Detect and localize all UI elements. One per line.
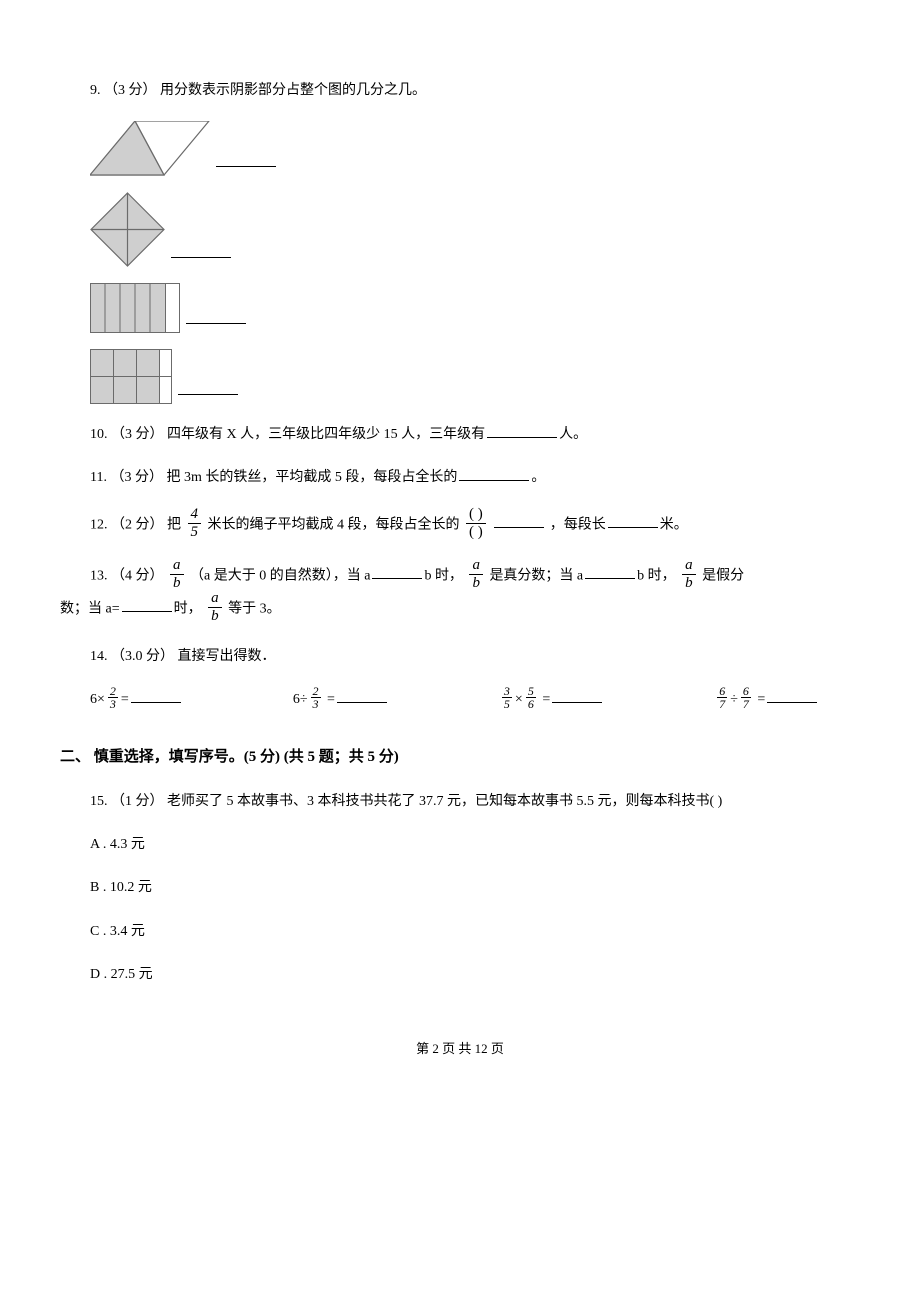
q13-blank-1[interactable] xyxy=(372,565,422,579)
section2-heading: 二、 慎重选择，填写序号。(5 分) (共 5 题；共 5 分) xyxy=(60,744,860,771)
q15-stem: 15. （1 分） 老师买了 5 本故事书、3 本科技书共花了 37.7 元，已… xyxy=(90,789,860,814)
q13-stem-a: 13. （4 分） xyxy=(90,568,167,583)
q14-item-2: 6÷23 = xyxy=(293,687,389,712)
q13-frac-3: ab xyxy=(682,558,696,591)
q12-frac-paren xyxy=(466,507,486,540)
q13-frac-1: ab xyxy=(170,558,184,591)
q11-stem-a: 11. （3 分） 把 3m 长的铁丝，平均截成 5 段，每段占全长的 xyxy=(90,470,457,485)
parallelogram-icon xyxy=(90,121,210,176)
q11-stem-b: 。 xyxy=(531,470,545,485)
q13-stem-c: b 时， xyxy=(424,568,463,583)
q9-blank-3[interactable] xyxy=(186,310,246,324)
q15-option-a[interactable]: A . 4.3 元 xyxy=(90,832,860,857)
q12-stem-b: 米长的绳子平均截成 4 段，每段占全长的 xyxy=(208,517,464,532)
q15-option-d[interactable]: D . 27.5 元 xyxy=(90,962,860,987)
q13-stem-i: 等于 3。 xyxy=(228,601,281,616)
q11: 11. （3 分） 把 3m 长的铁丝，平均截成 5 段，每段占全长的 。 xyxy=(90,465,860,490)
q9-stem: 9. （3 分） 用分数表示阴影部分占整个图的几分之几。 xyxy=(90,78,860,103)
q11-blank[interactable] xyxy=(459,467,529,481)
q13-stem-f: 是假分 xyxy=(702,568,744,583)
page-footer: 第 2 页 共 12 页 xyxy=(60,1037,860,1060)
q9-figure-grid-row xyxy=(90,349,860,404)
q14-item-4: 67÷67 = xyxy=(714,687,819,712)
bars-icon xyxy=(90,283,180,333)
q12-stem-a: 12. （2 分） 把 xyxy=(90,517,185,532)
q14-item-1: 6×23= xyxy=(90,687,183,712)
q13-blank-2[interactable] xyxy=(585,565,635,579)
q9-figure-parallelogram-row xyxy=(90,121,860,176)
q9-figure-bars-row xyxy=(90,283,860,333)
q12-stem-c: ，每段长 xyxy=(550,517,606,532)
q10-stem-b: 人。 xyxy=(559,427,587,442)
q14-row: 6×23= 6÷23 = 35×56 = 67÷67 = xyxy=(90,687,860,712)
q14-blank-4[interactable] xyxy=(767,689,817,703)
q12-stem-d: 米。 xyxy=(660,517,688,532)
q13-frac-4: ab xyxy=(208,591,222,624)
q10-stem-a: 10. （3 分） 四年级有 X 人，三年级比四年级少 15 人，三年级有 xyxy=(90,427,485,442)
q13-stem-d: 是真分数；当 a xyxy=(489,568,583,583)
q13: 13. （4 分） ab （a 是大于 0 的自然数），当 a b 时， ab 是… xyxy=(60,560,860,626)
q13-blank-3[interactable] xyxy=(122,598,172,612)
q12-blank-1[interactable] xyxy=(494,514,544,528)
grid-icon xyxy=(90,349,172,404)
q9-figure-diamond-row xyxy=(90,192,860,267)
q12: 12. （2 分） 把 45 米长的绳子平均截成 4 段，每段占全长的 ，每段长… xyxy=(90,509,860,542)
q13-stem-h: 时， xyxy=(174,601,202,616)
q14-item-3: 35×56 = xyxy=(499,687,604,712)
q13-stem-g: 数；当 a= xyxy=(60,601,120,616)
q14-stem: 14. （3.0 分） 直接写出得数． xyxy=(90,644,860,669)
q13-stem-e: b 时， xyxy=(637,568,676,583)
q12-frac1: 45 xyxy=(188,507,202,540)
q9-blank-4[interactable] xyxy=(178,381,238,395)
q15-option-c[interactable]: C . 3.4 元 xyxy=(90,919,860,944)
q13-stem-b: （a 是大于 0 的自然数），当 a xyxy=(190,568,370,583)
q14-blank-3[interactable] xyxy=(552,689,602,703)
q12-blank-2[interactable] xyxy=(608,514,658,528)
q15-option-b[interactable]: B . 10.2 元 xyxy=(90,875,860,900)
q13-frac-2: ab xyxy=(469,558,483,591)
diamond-icon xyxy=(90,192,165,267)
q10-blank[interactable] xyxy=(487,424,557,438)
q9-blank-1[interactable] xyxy=(216,153,276,167)
q10: 10. （3 分） 四年级有 X 人，三年级比四年级少 15 人，三年级有 人。 xyxy=(90,422,860,447)
q9-blank-2[interactable] xyxy=(171,244,231,258)
q14-blank-2[interactable] xyxy=(337,689,387,703)
q14-blank-1[interactable] xyxy=(131,689,181,703)
